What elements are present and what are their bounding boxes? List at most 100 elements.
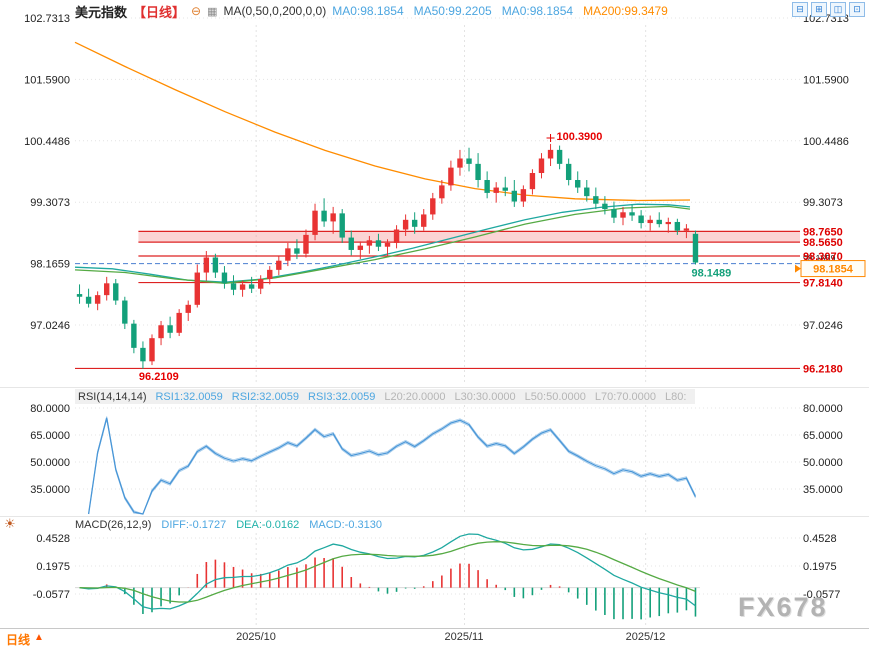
candle-body — [602, 203, 608, 210]
date-label: 2025/11 — [444, 631, 484, 643]
zoom-out-icon[interactable]: ⊟ — [792, 2, 808, 17]
candle-body — [611, 209, 617, 218]
rsi-param: L70:70.0000 — [594, 390, 657, 403]
rsi-param: RSI3:32.0059 — [308, 390, 376, 403]
candle-body — [221, 272, 228, 284]
axis-label: 98.1659 — [30, 259, 70, 271]
rsi-param: L80: — [665, 390, 687, 403]
watermark: FX678 — [738, 592, 828, 622]
axis-label: 80.0000 — [803, 403, 843, 415]
axis-label: 50.0000 — [803, 457, 843, 469]
date-label: 2025/12 — [625, 631, 666, 643]
axis-label: 0.4528 — [803, 533, 837, 545]
macd-param: MACD:-0.3130 — [309, 519, 382, 531]
chart-toolbar: ⊟ ⊞ ◫ ⊡ — [792, 2, 865, 17]
candle-body — [511, 190, 518, 202]
dea-line — [79, 541, 696, 603]
ma-values: MA0:98.1854 MA50:99.2205 MA0:98.1854 MA200:… — [332, 2, 678, 20]
candle-body — [466, 158, 472, 164]
candle-body — [312, 210, 318, 235]
ma200-line — [74, 41, 691, 202]
panel-separator — [0, 387, 869, 388]
candle-body — [122, 300, 128, 324]
candle-body — [285, 248, 291, 261]
candle-body — [366, 240, 373, 246]
indicator-settings-icon[interactable]: ▦ — [207, 5, 218, 18]
candle-body — [330, 213, 336, 222]
candle-body — [167, 325, 173, 333]
candle-body — [656, 219, 662, 225]
candle-body — [475, 163, 481, 181]
ma-aux-line — [74, 205, 691, 284]
diff-line — [79, 533, 696, 610]
ma-value: MA0:98.1854 — [332, 4, 404, 18]
price-annotation: 98.1489 — [691, 268, 731, 280]
rsi-param: L30:30.0000 — [454, 390, 516, 403]
time-axis-bar: 日线 ▲ 2025/10 2025/11 2025/12 — [0, 628, 869, 646]
candle-body — [411, 219, 418, 227]
axis-label: 97.0246 — [30, 320, 70, 332]
timeframe-badge: 【日线】 — [133, 4, 186, 20]
candle-body — [665, 221, 671, 225]
candle-body — [276, 260, 282, 270]
candle-body — [85, 296, 92, 304]
candle-body — [267, 269, 273, 279]
axis-label: 50.0000 — [30, 457, 70, 469]
candle-body — [76, 294, 83, 297]
axis-label: 65.0000 — [30, 430, 70, 442]
chart-header: 美元指数 【日线】 ⊖ ▦ MA(0,50,0,200,0,0) MA0:98.… — [75, 2, 678, 20]
axis-label: 80.0000 — [30, 403, 70, 415]
pan-left-icon[interactable]: ◫ — [830, 2, 846, 17]
candle-body — [294, 248, 300, 254]
rsi-param: RSI1:32.0059 — [155, 390, 223, 403]
candle-body — [629, 212, 635, 216]
axis-label: 98.1659 — [803, 254, 836, 264]
candle-body — [647, 219, 653, 224]
candle-body — [493, 187, 499, 193]
panel-up-icon[interactable]: ▲ — [34, 632, 44, 643]
axis-label: 100.4486 — [803, 136, 849, 148]
axis-label: -0.0577 — [33, 589, 70, 601]
candle-body — [502, 187, 508, 191]
candle-body — [556, 149, 563, 164]
axis-label: 35.0000 — [30, 484, 70, 496]
candle-body — [339, 213, 345, 238]
candle-body — [131, 323, 137, 348]
sr-label: 96.2180 — [803, 363, 843, 375]
axis-label: 0.4528 — [36, 533, 70, 545]
candle-body — [303, 234, 309, 254]
candle-body — [393, 229, 400, 243]
candle-body — [113, 283, 119, 301]
ma-value: MA50:99.2205 — [413, 4, 492, 18]
ma-value: MA0:98.1854 — [501, 4, 574, 18]
candle-body — [565, 163, 572, 181]
candle-body — [674, 221, 681, 231]
rsi-param: L20:20.0000 — [384, 390, 446, 403]
current-price-tag — [800, 260, 866, 278]
axis-label: 35.0000 — [803, 484, 843, 496]
rsi-param: RSI(14,14,14) — [78, 390, 147, 403]
candle-body — [457, 158, 463, 168]
resistance-band — [138, 231, 801, 243]
candle-body — [384, 242, 391, 247]
sr-label: 98.7650 — [803, 226, 843, 238]
macd-param: DEA:-0.0162 — [236, 519, 300, 531]
zoom-in-icon[interactable]: ⊞ — [811, 2, 827, 17]
collapse-icon[interactable]: ⊖ — [191, 4, 202, 18]
axis-label: 101.5900 — [803, 74, 849, 86]
rsi-param: RSI2:32.0059 — [231, 390, 300, 403]
candle-body — [448, 167, 454, 186]
price-tag-arrow — [795, 264, 801, 273]
current-price-label: 98.1854 — [813, 264, 854, 276]
timeframe-label[interactable]: 日线 — [6, 633, 31, 646]
axis-label: 99.3073 — [803, 197, 843, 209]
candle-body — [348, 237, 354, 250]
candle-body — [194, 272, 200, 305]
peak-marker — [546, 133, 555, 142]
indicator-toggle-icon[interactable]: ☀ — [4, 516, 16, 531]
price-annotation: 96.2109 — [139, 371, 179, 383]
candle-body — [692, 233, 699, 263]
symbol-title: 美元指数 — [75, 4, 128, 20]
pan-right-icon[interactable]: ⊡ — [849, 2, 865, 17]
